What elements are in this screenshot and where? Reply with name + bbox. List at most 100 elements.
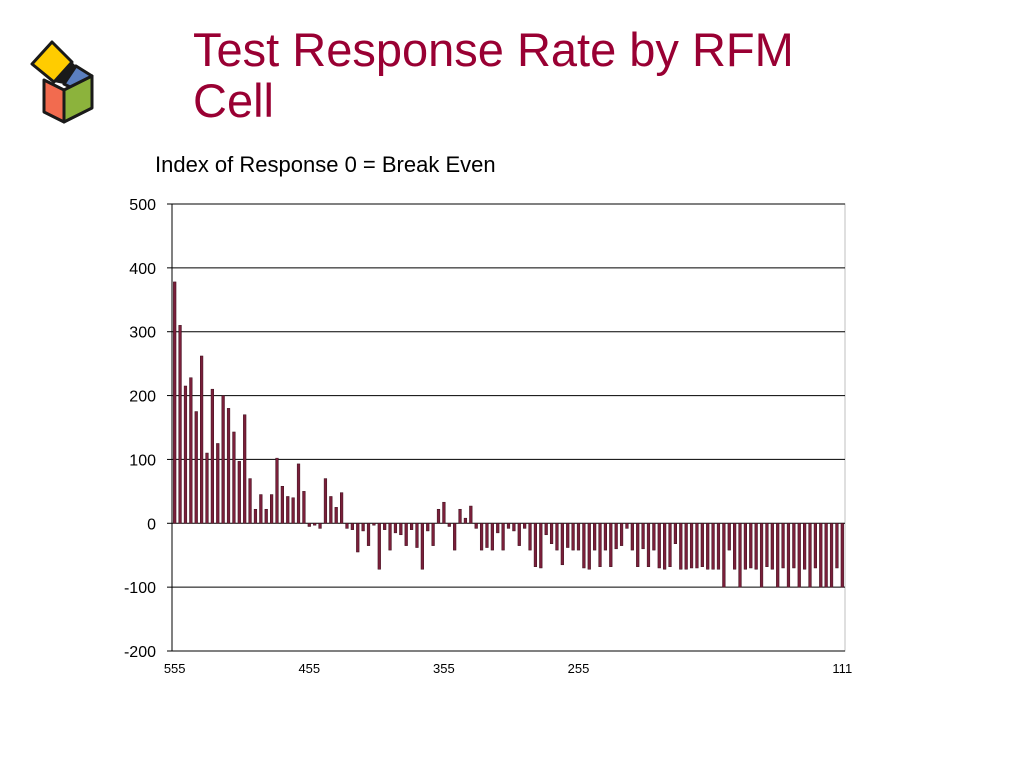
bar-514 xyxy=(286,496,290,524)
y-tick-label: -100 xyxy=(124,580,156,597)
bar-523 xyxy=(264,508,268,524)
bar-121 xyxy=(813,523,817,569)
bar-414 xyxy=(420,523,424,570)
bar-422 xyxy=(404,523,408,546)
bar-413 xyxy=(426,523,430,532)
bar-441 xyxy=(356,523,360,553)
bar-215 xyxy=(684,523,688,570)
bar-433 xyxy=(372,523,376,526)
x-tick-label: 255 xyxy=(568,661,590,676)
bar-221 xyxy=(679,523,683,570)
y-tick-label: 400 xyxy=(129,261,156,278)
bar-325 xyxy=(523,523,527,529)
bar-344 xyxy=(474,523,478,529)
bar-242 xyxy=(619,523,624,546)
bar-313 xyxy=(560,523,564,566)
bar-254 xyxy=(582,523,586,569)
bar-513 xyxy=(291,497,295,524)
bar-332 xyxy=(512,523,516,532)
response-bar-chart: Index of Response 0 = Break Even 500 400 3… xyxy=(124,152,852,676)
bar-223 xyxy=(668,523,672,567)
colored-cube-icon xyxy=(30,40,94,124)
bar-233 xyxy=(641,523,645,550)
bar-545 xyxy=(200,355,204,524)
bar-151 xyxy=(733,523,737,570)
bar-155 xyxy=(711,523,715,570)
gridlines xyxy=(167,203,845,652)
bar-322 xyxy=(539,523,543,569)
bar-231 xyxy=(652,523,656,551)
bar-213 xyxy=(695,523,699,569)
bar-154 xyxy=(716,523,721,570)
bar-252 xyxy=(593,523,597,551)
bar-355 xyxy=(442,501,446,524)
bar-315 xyxy=(549,523,554,544)
bar-524 xyxy=(259,494,263,524)
bar-112 xyxy=(835,523,839,569)
bar-324 xyxy=(528,523,532,551)
bar-415 xyxy=(415,523,419,548)
y-tick-label: 500 xyxy=(129,197,156,214)
bar-353 xyxy=(453,523,457,551)
chart-title: Index of Response 0 = Break Even xyxy=(155,152,496,177)
bar-434 xyxy=(366,523,371,546)
bar-532 xyxy=(243,414,247,524)
bar-555 xyxy=(173,281,177,524)
bar-534 xyxy=(232,431,236,524)
bar-124 xyxy=(797,523,801,588)
bar-111 xyxy=(840,523,844,588)
x-tick-label: 111 xyxy=(832,661,852,676)
bar-115 xyxy=(819,523,823,588)
bar-423 xyxy=(399,523,403,536)
bar-113 xyxy=(829,523,834,588)
bar-141 xyxy=(759,523,764,588)
x-tick-label: 355 xyxy=(433,661,455,676)
bar-241 xyxy=(625,523,629,529)
bar-443 xyxy=(345,523,349,529)
cube-inner-dark xyxy=(54,62,76,84)
cube-left-orange xyxy=(42,78,66,124)
bar-222 xyxy=(673,523,677,544)
bar-125 xyxy=(792,523,796,569)
bar-132 xyxy=(781,523,785,569)
bar-444 xyxy=(340,492,344,524)
bar-553 xyxy=(183,385,188,524)
bar-431 xyxy=(383,523,387,530)
bar-544 xyxy=(205,452,209,524)
bar-412 xyxy=(431,523,435,546)
bar-525 xyxy=(253,508,258,524)
bar-455 xyxy=(307,523,311,527)
bar-142 xyxy=(754,523,758,570)
bar-134 xyxy=(770,523,774,570)
y-tick-label: 200 xyxy=(129,389,156,406)
bar-522 xyxy=(270,494,274,524)
bar-333 xyxy=(506,523,511,529)
bar-245 xyxy=(603,523,608,551)
bar-143 xyxy=(749,523,753,569)
bar-342 xyxy=(485,523,489,548)
cube-right-green xyxy=(62,74,94,124)
x-axis-tick-labels: 555 455 355 255 111 xyxy=(164,661,852,676)
bar-232 xyxy=(646,523,651,567)
bar-135 xyxy=(765,523,769,567)
bar-542 xyxy=(216,443,220,524)
bar-552 xyxy=(189,377,193,524)
bar-152 xyxy=(727,523,731,551)
bar-531 xyxy=(248,478,252,524)
bar-512 xyxy=(296,463,301,524)
y-tick-label: 100 xyxy=(129,452,156,469)
bar-533 xyxy=(237,461,241,524)
bar-451 xyxy=(329,496,333,524)
bar-335 xyxy=(496,523,500,534)
bar-421 xyxy=(409,523,414,530)
bar-511 xyxy=(302,491,306,524)
bar-255 xyxy=(576,523,581,551)
bar-144 xyxy=(743,523,747,570)
bar-122 xyxy=(808,523,812,588)
plot-area xyxy=(171,203,846,652)
bar-442 xyxy=(350,523,354,530)
bar-series xyxy=(173,281,844,588)
bar-435 xyxy=(361,523,365,532)
bar-331 xyxy=(517,523,521,546)
bar-312 xyxy=(566,523,570,548)
